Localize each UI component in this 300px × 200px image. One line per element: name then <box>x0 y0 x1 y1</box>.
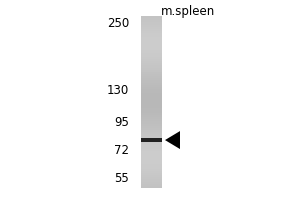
Bar <box>141 87 162 89</box>
Bar <box>141 65 162 68</box>
Bar <box>141 138 162 142</box>
Bar <box>141 128 162 130</box>
Bar <box>141 55 162 57</box>
Bar <box>141 182 162 184</box>
Text: 130: 130 <box>107 84 129 97</box>
Text: 72: 72 <box>114 144 129 157</box>
Bar <box>141 151 162 154</box>
Bar <box>141 113 162 115</box>
Bar <box>141 29 162 31</box>
Bar <box>141 72 162 74</box>
Bar <box>141 48 162 50</box>
Text: m.spleen: m.spleen <box>160 5 214 18</box>
Bar <box>141 164 162 166</box>
Bar <box>141 145 162 147</box>
Bar <box>141 44 162 46</box>
Bar <box>141 96 162 98</box>
Bar <box>141 136 162 139</box>
Bar <box>141 108 162 111</box>
Bar <box>141 154 162 156</box>
Bar <box>141 16 162 18</box>
Bar <box>141 35 162 37</box>
Bar <box>141 91 162 93</box>
Bar <box>141 102 162 104</box>
Bar <box>141 27 162 29</box>
Bar <box>141 74 162 76</box>
Bar <box>141 104 162 106</box>
Bar <box>141 186 162 188</box>
Bar <box>141 141 162 143</box>
Bar <box>141 130 162 132</box>
Bar <box>141 100 162 102</box>
Bar <box>141 184 162 186</box>
Bar <box>141 20 162 22</box>
Bar <box>141 126 162 128</box>
Bar <box>141 68 162 70</box>
Text: 95: 95 <box>114 116 129 129</box>
Bar <box>141 85 162 87</box>
Bar <box>141 139 162 141</box>
Bar <box>141 111 162 113</box>
Bar <box>141 173 162 175</box>
Bar <box>141 149 162 151</box>
Bar <box>141 59 162 61</box>
Bar <box>141 22 162 25</box>
Bar <box>141 177 162 179</box>
Bar <box>141 89 162 91</box>
Bar <box>141 63 162 65</box>
Bar <box>141 175 162 177</box>
Bar <box>141 80 162 83</box>
Bar <box>141 134 162 136</box>
Bar <box>141 40 162 42</box>
Bar <box>141 76 162 78</box>
Bar <box>141 83 162 85</box>
Bar <box>141 106 162 108</box>
Text: 55: 55 <box>114 172 129 185</box>
Bar <box>141 158 162 160</box>
Bar <box>141 160 162 162</box>
Bar <box>141 121 162 123</box>
Bar <box>141 42 162 44</box>
Bar <box>141 143 162 145</box>
Bar <box>141 147 162 149</box>
Bar <box>141 57 162 59</box>
Bar <box>141 98 162 100</box>
Bar <box>141 31 162 33</box>
Bar <box>141 33 162 35</box>
Bar <box>141 70 162 72</box>
Text: 250: 250 <box>107 17 129 30</box>
Polygon shape <box>165 131 180 149</box>
Bar <box>141 166 162 169</box>
Bar <box>141 46 162 48</box>
Bar <box>141 93 162 96</box>
Bar <box>141 115 162 117</box>
Bar <box>141 162 162 164</box>
Bar <box>141 78 162 80</box>
Bar <box>141 156 162 158</box>
Bar <box>141 119 162 121</box>
Bar <box>141 179 162 182</box>
Bar <box>141 171 162 173</box>
Bar <box>141 117 162 119</box>
Bar <box>141 132 162 134</box>
Bar <box>141 18 162 20</box>
Bar <box>141 53 162 55</box>
Bar <box>141 37 162 40</box>
Bar <box>141 169 162 171</box>
Bar <box>141 123 162 126</box>
Bar <box>141 25 162 27</box>
Bar <box>141 50 162 53</box>
Bar <box>141 61 162 63</box>
